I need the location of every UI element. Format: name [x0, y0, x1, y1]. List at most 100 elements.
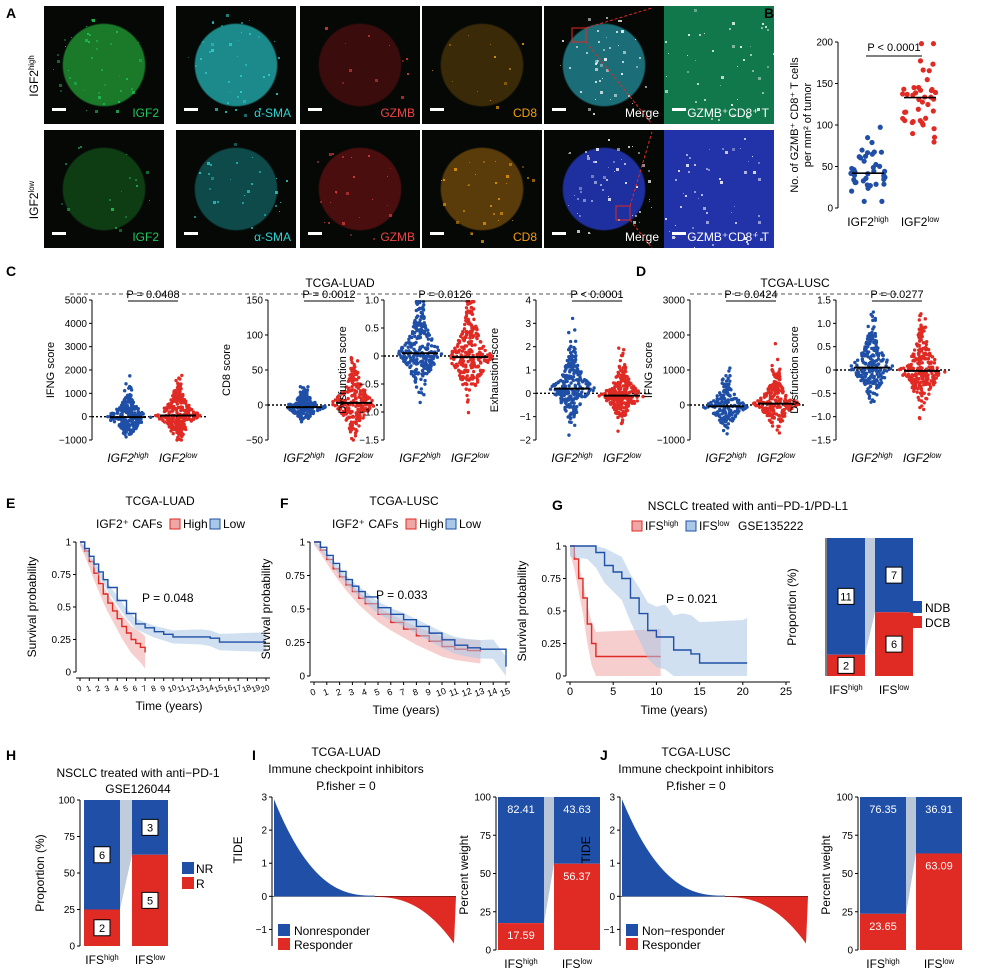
data-point [917, 382, 922, 387]
y-axis-label: TIDE [579, 836, 593, 863]
y-axis-label: TIDE [231, 836, 245, 863]
stain-label: Merge [624, 230, 659, 244]
fluorescence-speck [619, 20, 622, 23]
data-point [769, 404, 773, 408]
data-point [569, 394, 573, 398]
data-point [473, 326, 478, 330]
y-tick-label: 100 [816, 121, 833, 132]
micrograph-tile: GZMB⁺CD8⁺ T [664, 6, 774, 124]
fluorescence-speck [129, 176, 131, 179]
x-category-label: IGF2low [335, 451, 375, 465]
data-point [296, 397, 300, 402]
data-point [917, 351, 921, 355]
fluorescence-speck [442, 203, 446, 207]
data-point [362, 391, 367, 395]
fluorescence-speck [249, 20, 251, 22]
data-point [866, 324, 870, 329]
data-point [129, 408, 134, 412]
data-point [130, 418, 135, 422]
fluorescence-speck [631, 145, 633, 147]
fluorescence-speck [236, 161, 239, 164]
data-point [897, 367, 902, 372]
row-label: IGF2low [27, 180, 41, 219]
legend-swatch-low [685, 520, 697, 532]
percent-label: 36.91 [925, 804, 953, 816]
fluorescence-speck [620, 30, 624, 34]
data-point [917, 327, 921, 331]
fluorescence-speck [573, 195, 575, 197]
data-point [619, 379, 624, 383]
y-tick-label: 50 [822, 162, 834, 173]
data-point [569, 405, 574, 409]
fluorescence-speck [747, 243, 750, 246]
data-point [614, 398, 618, 402]
data-point [174, 408, 179, 412]
data-point [920, 366, 924, 370]
data-point [890, 364, 895, 368]
data-point [565, 392, 570, 396]
fluorescence-speck [689, 156, 692, 159]
data-point [620, 353, 625, 358]
fluorescence-speck [329, 201, 331, 203]
data-point [913, 358, 917, 363]
data-point [881, 176, 887, 182]
data-point [404, 349, 408, 353]
fluorescence-speck [194, 65, 197, 68]
fluorescence-speck [241, 202, 244, 204]
fluorescence-speck [667, 53, 669, 55]
data-point [930, 61, 936, 67]
data-point [715, 397, 719, 401]
legend-swatch [182, 877, 194, 889]
fluorescence-speck [205, 72, 208, 75]
fluorescence-speck [594, 62, 597, 65]
data-point [616, 429, 620, 433]
y-tick-label: 1 [525, 366, 531, 377]
fluorescence-speck [194, 215, 197, 218]
fluorescence-speck [332, 153, 335, 156]
data-point [611, 387, 615, 391]
panel-title: TCGA-LUAD [311, 745, 381, 759]
fluorescence-speck [578, 186, 582, 190]
data-point [724, 373, 728, 378]
data-point [623, 413, 627, 417]
percent-label: 82.41 [507, 804, 535, 816]
fluorescence-speck [602, 176, 606, 180]
panel-title: TCGA-LUSC [369, 494, 439, 508]
data-point [932, 361, 937, 365]
stain-label: GZMB⁺CD8⁺ T [687, 230, 769, 244]
x-category-label: IFShigh [504, 957, 537, 971]
data-point [300, 398, 304, 402]
data-point [720, 378, 725, 382]
data-point [930, 355, 935, 359]
fluorescence-speck [639, 56, 642, 59]
legend-title: IGF2⁺ CAFs [332, 517, 398, 531]
data-point [853, 360, 857, 365]
fluorescence-speck [237, 95, 239, 98]
legend-label: Low [223, 517, 245, 531]
data-point [853, 179, 859, 185]
fluorescence-speck [614, 170, 616, 172]
fluorescence-speck [125, 78, 128, 81]
fluorescence-speck [407, 72, 410, 75]
data-point [435, 345, 440, 349]
data-point [733, 414, 738, 419]
fluorescence-speck [618, 20, 621, 23]
data-point [568, 339, 573, 344]
data-point [129, 431, 134, 436]
data-point [767, 390, 771, 395]
fluorescence-speck [606, 68, 610, 72]
stain-label: α-SMA [254, 106, 291, 120]
x-category-label: IGF2high [847, 215, 888, 229]
data-point [903, 109, 909, 115]
p-value: P = 0.048 [142, 591, 194, 605]
data-point [867, 396, 872, 400]
legend-label: DCB [925, 616, 950, 630]
y-tick-label: 0.5 [547, 607, 561, 618]
panel-subtitle: Immune checkpoint inhibitors [618, 762, 773, 776]
micrograph-tile: GZMB [300, 6, 420, 124]
data-point [879, 198, 885, 204]
data-point [900, 91, 906, 97]
data-point [784, 406, 789, 410]
data-point [304, 397, 309, 402]
fluorescence-speck [388, 214, 392, 218]
